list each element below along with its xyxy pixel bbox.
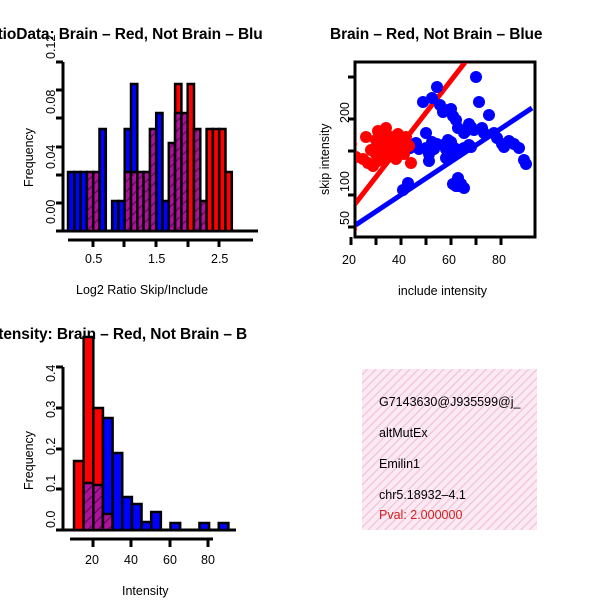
ratio-histogram-title: RatioData: Brain – Red, Not Brain – Blu — [0, 26, 263, 43]
scatter-xtick-3: 80 — [492, 253, 506, 267]
intensity-histogram-plot — [56, 335, 236, 547]
panel-intensity-histogram: ne Itensity: Brain – Red, Not Brain – B … — [0, 300, 300, 600]
ratio-histogram-plot — [56, 60, 258, 247]
info-locus: chr5.18932–4.1 — [379, 488, 466, 502]
panel-ratio-histogram: RatioData: Brain – Red, Not Brain – Blu … — [0, 0, 300, 300]
ratio-xtick-0: 0.5 — [85, 252, 103, 266]
ratio-histogram-xlabel: Log2 Ratio Skip/Include — [76, 283, 209, 297]
scatter-xtick-1: 40 — [392, 253, 406, 267]
scatter-plot — [348, 60, 537, 245]
scatter-title: Brain – Red, Not Brain – Blue — [330, 26, 543, 43]
info-id: G7143630@J935599@j_ — [379, 395, 521, 409]
info-box-background — [362, 369, 537, 530]
intensity-xtick-3: 80 — [201, 553, 215, 567]
ratio-xtick-2: 2.5 — [211, 252, 229, 266]
intensity-xtick-0: 20 — [85, 553, 99, 567]
panel-scatter: Brain – Red, Not Brain – Blue skip inten… — [300, 0, 600, 300]
scatter-xtick-2: 60 — [442, 253, 456, 267]
intensity-xtick-2: 60 — [163, 553, 177, 567]
info-event-type: altMutEx — [379, 426, 428, 440]
panel-info: G7143630@J935599@j_ altMutEx Emilin1 chr… — [300, 300, 600, 600]
intensity-histogram-xlabel: Intensity — [122, 584, 169, 598]
intensity-histogram-title: ne Itensity: Brain – Red, Not Brain – B — [0, 326, 248, 343]
info-pval: Pval: 2.000000 — [379, 508, 463, 522]
info-gene: Emilin1 — [379, 457, 420, 471]
scatter-xlabel: include intensity — [398, 284, 487, 298]
intensity-xtick-1: 40 — [124, 553, 138, 567]
ratio-xtick-1: 1.5 — [148, 252, 166, 266]
scatter-xtick-0: 20 — [342, 253, 356, 267]
